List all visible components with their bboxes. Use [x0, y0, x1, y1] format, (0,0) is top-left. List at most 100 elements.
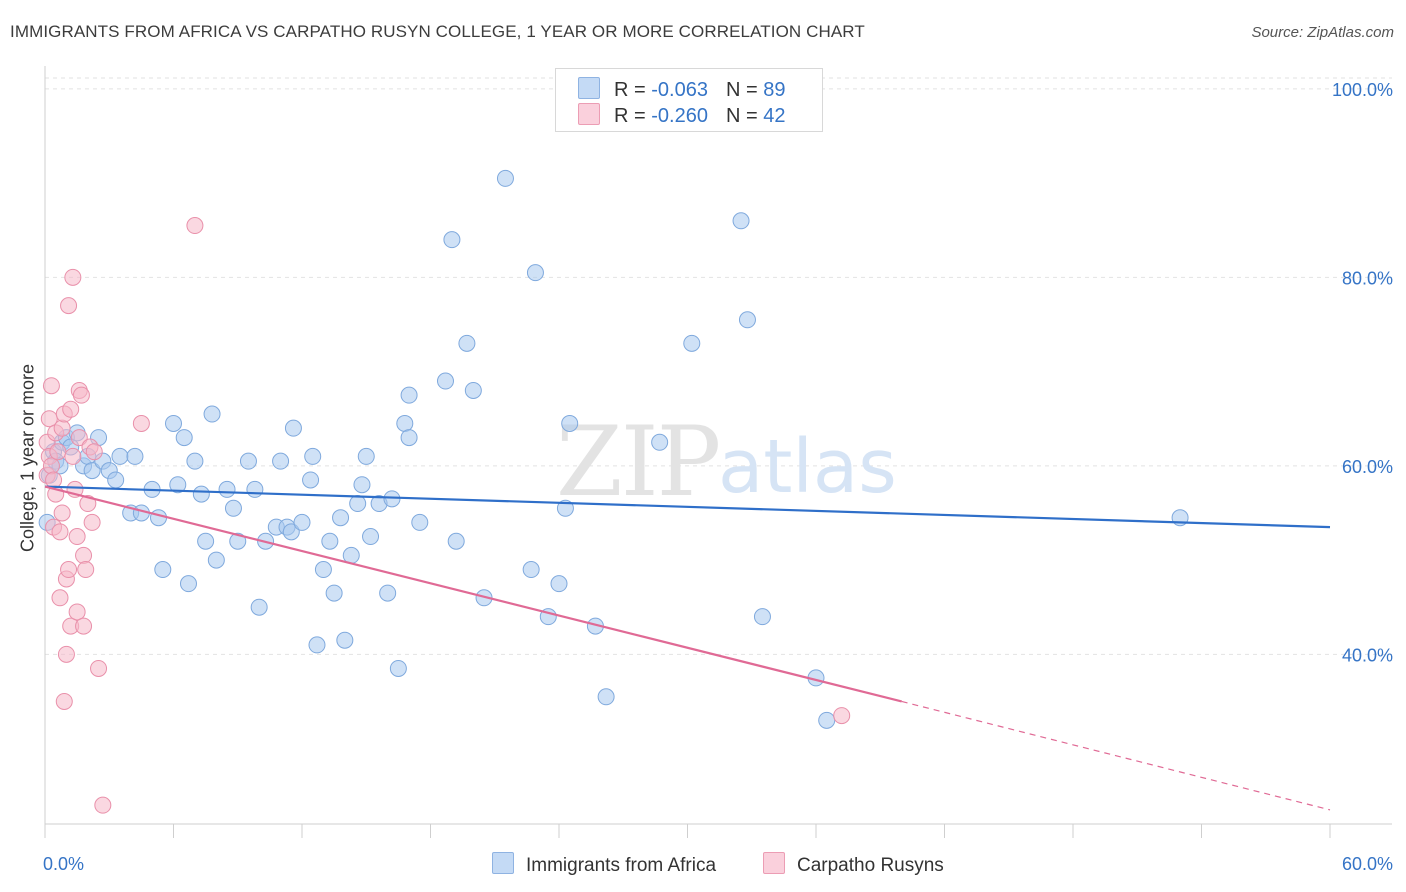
legend-swatch-rusyn — [578, 103, 600, 125]
point-rusyn — [53, 419, 71, 437]
point-africa — [526, 264, 544, 282]
point-africa — [293, 513, 311, 531]
point-rusyn — [77, 561, 95, 579]
point-africa — [362, 528, 380, 546]
point-rusyn — [64, 447, 82, 465]
point-rusyn — [55, 692, 73, 710]
y-tick-label: 80.0% — [1342, 268, 1393, 288]
data-points — [38, 169, 1189, 814]
point-africa — [284, 419, 302, 437]
legend-n-label: N = — [725, 79, 764, 101]
point-africa — [154, 561, 172, 579]
y-axis-label: College, 1 year or more — [17, 363, 38, 553]
point-africa — [308, 636, 326, 654]
point-africa — [246, 480, 264, 498]
legend-swatch-africa — [578, 77, 600, 99]
point-rusyn — [49, 443, 67, 461]
legend-r-label: R = — [614, 105, 652, 127]
legend-n-value: 89 — [763, 79, 786, 101]
bottom-legend-swatch-africa — [492, 852, 514, 874]
point-africa — [496, 169, 514, 187]
point-africa — [683, 334, 701, 352]
point-rusyn — [75, 617, 93, 635]
bottom-legend-label: Immigrants from Africa — [526, 855, 717, 876]
bottom-legend-label: Carpatho Rusyns — [797, 855, 944, 876]
point-africa — [282, 523, 300, 541]
legend-r-value: -0.260 — [651, 105, 708, 127]
legend-r-value: -0.063 — [651, 79, 708, 101]
point-africa — [83, 462, 101, 480]
bottom-legend-rusyn: Carpatho Rusyns — [763, 852, 944, 877]
watermark-zip: ZIP — [556, 406, 719, 518]
point-rusyn — [42, 457, 60, 475]
trend-line-rusyn-extension — [901, 700, 1331, 811]
point-africa — [218, 480, 236, 498]
point-rusyn — [72, 386, 90, 404]
legend-r-label: R = — [614, 79, 652, 101]
point-rusyn — [90, 659, 108, 677]
point-africa — [336, 631, 354, 649]
point-africa — [597, 688, 615, 706]
point-rusyn — [60, 561, 78, 579]
point-africa — [332, 509, 350, 527]
point-africa — [272, 452, 290, 470]
point-africa — [400, 429, 418, 447]
point-africa — [186, 452, 204, 470]
point-rusyn — [94, 796, 112, 814]
point-rusyn — [79, 495, 97, 513]
point-africa — [111, 447, 129, 465]
point-rusyn — [132, 414, 150, 432]
point-africa — [818, 711, 836, 729]
point-africa — [321, 532, 339, 550]
point-africa — [203, 405, 221, 423]
trend-lines — [44, 485, 1331, 811]
point-africa — [753, 608, 771, 626]
point-africa — [179, 575, 197, 593]
point-africa — [165, 414, 182, 432]
point-rusyn — [70, 429, 88, 447]
watermark-atlas: atlas — [718, 424, 897, 510]
point-africa — [150, 509, 168, 527]
point-africa — [325, 584, 343, 602]
point-africa — [379, 584, 397, 602]
point-africa — [107, 471, 125, 489]
point-africa — [447, 532, 465, 550]
point-africa — [353, 476, 371, 494]
point-rusyn — [51, 589, 69, 607]
point-africa — [458, 334, 476, 352]
point-rusyn — [51, 523, 69, 541]
point-africa — [357, 447, 375, 465]
point-rusyn — [68, 528, 86, 546]
legend-n-value: 42 — [763, 105, 786, 127]
point-africa — [522, 561, 540, 579]
point-africa — [443, 231, 461, 249]
point-rusyn — [42, 377, 60, 395]
point-africa — [396, 414, 414, 432]
source-credit: Source: ZipAtlas.com — [1251, 24, 1394, 41]
point-africa — [302, 471, 320, 489]
point-africa — [389, 659, 407, 677]
point-africa — [349, 495, 367, 513]
x-tick-label: 0.0% — [43, 854, 84, 874]
y-tick-label: 40.0% — [1342, 645, 1393, 665]
trend-line-africa — [44, 485, 1331, 529]
point-rusyn — [53, 504, 71, 522]
bottom-legend-africa: Immigrants from Africa — [492, 852, 716, 877]
point-africa — [400, 386, 418, 404]
point-africa — [314, 561, 332, 579]
point-rusyn — [186, 217, 204, 235]
point-africa — [556, 499, 574, 517]
point-africa — [192, 485, 210, 503]
point-africa — [411, 513, 429, 531]
point-rusyn — [85, 443, 103, 461]
trend-line-rusyn — [44, 485, 902, 703]
x-tick-label: 60.0% — [1342, 854, 1393, 874]
point-africa — [436, 372, 454, 390]
point-africa — [738, 311, 756, 329]
point-africa — [229, 532, 247, 550]
chart-title: IMMIGRANTS FROM AFRICA VS CARPATHO RUSYN… — [10, 22, 865, 41]
point-rusyn — [833, 707, 851, 725]
point-rusyn — [83, 513, 101, 531]
legend-row-africa: R = -0.063 N = 89 — [578, 77, 785, 101]
